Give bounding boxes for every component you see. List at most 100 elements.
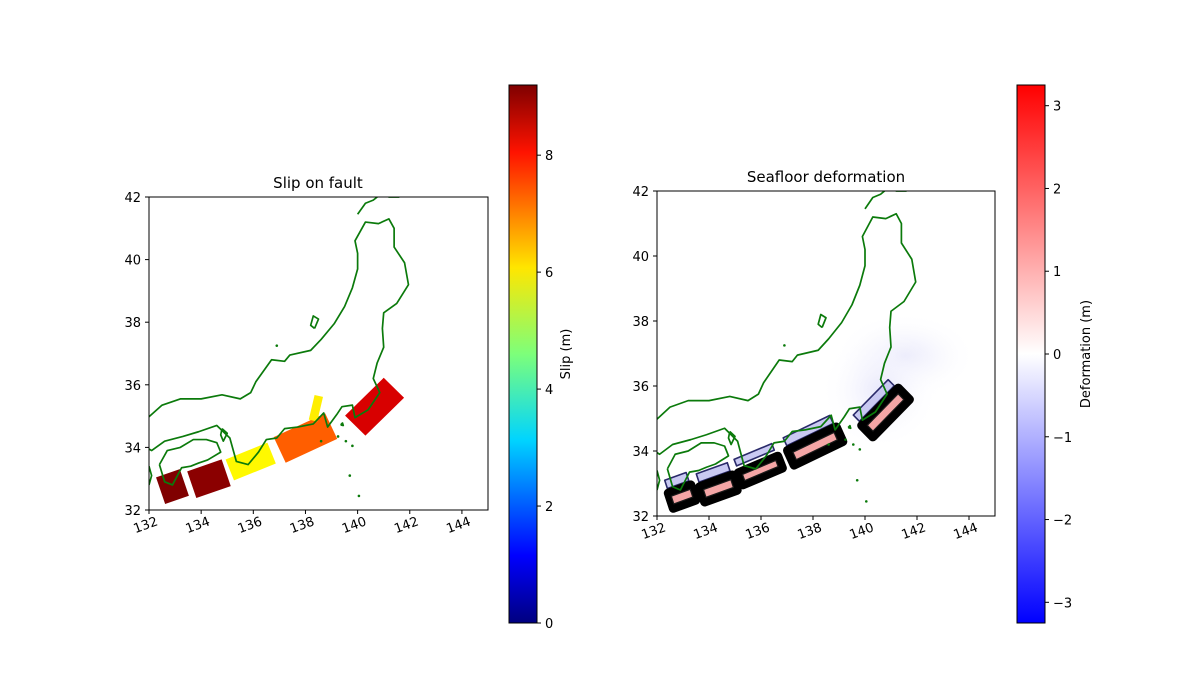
- island-dot: [852, 443, 855, 446]
- slip-colorbar-tick-label: 0: [545, 617, 553, 632]
- coastline-segment: [657, 470, 661, 491]
- subfault-patch: [273, 413, 338, 463]
- slip-colorbar-gradient: [508, 84, 538, 624]
- deformation-field: [657, 191, 977, 513]
- slip-y-tick-label: 34: [124, 441, 141, 456]
- slip-panel-frame: [148, 196, 489, 511]
- deformation-x-tick-label: 144: [952, 520, 980, 543]
- deformation-y-tick-label: 42: [632, 185, 649, 200]
- island-dot: [344, 439, 348, 443]
- deformation-colorbar-tick-label: −3: [1053, 596, 1072, 611]
- subsidence-contour: [695, 461, 731, 483]
- slip-y-tick-label: 38: [124, 316, 141, 331]
- uplift-core: [670, 488, 694, 505]
- subsidence-contour: [782, 414, 835, 447]
- coastline-segment: [657, 212, 917, 470]
- island-dot: [336, 435, 340, 438]
- subsidence-contour: [852, 378, 896, 423]
- island-dot: [855, 478, 859, 482]
- deformation-panel-title: Seafloor deformation: [747, 168, 905, 186]
- uplift-core: [792, 431, 838, 461]
- slip-panel: Slip on fault 132 134 136 138 140 142 144 3234…: [124, 174, 489, 537]
- coastline-segment: [309, 315, 320, 330]
- island-dot: [827, 443, 830, 446]
- deformation-colorbar: −3 −2 −1 0 1 2 3 Deformation (m): [1016, 84, 1094, 624]
- island-dot: [357, 494, 361, 498]
- coastline-segment: [847, 424, 852, 430]
- coastline: [657, 191, 917, 503]
- coastline-segment: [149, 465, 153, 486]
- slip-x-tick-label: 134: [184, 514, 212, 537]
- coastline-segment: [356, 197, 400, 215]
- deformation-x-tick-label: 142: [900, 520, 928, 543]
- deformation-y-tick-label: 38: [632, 315, 649, 330]
- coastline-segment: [666, 442, 730, 491]
- subfault-patch: [156, 469, 189, 504]
- slip-x-ticks: 132 134 136 138 140 142 144: [132, 510, 473, 537]
- slip-y-tick-label: 36: [124, 379, 141, 394]
- deformation-colorbar-tick-label: 0: [1053, 348, 1061, 363]
- slip-x-tick-label: 140: [340, 514, 368, 537]
- deformation-colorbar-tick-label: 3: [1053, 100, 1061, 115]
- slip-y-tick-label: 32: [124, 504, 141, 519]
- slip-y-tick-label: 42: [124, 191, 141, 206]
- deformation-y-tick-label: 36: [632, 380, 649, 395]
- deformation-colorbar-tick-label: 1: [1053, 265, 1061, 280]
- deformation-y-tick-label: 40: [632, 250, 649, 265]
- deformation-colorbar-gradient: [1016, 84, 1046, 624]
- deformation-x-tick-label: 140: [848, 520, 876, 543]
- slip-colorbar-label: Slip (m): [559, 329, 574, 380]
- coastline-segment: [340, 422, 345, 427]
- slip-x-tick-label: 138: [288, 514, 316, 537]
- deformation-y-ticks: 32 34 36 38 40 42: [632, 185, 657, 525]
- subfault-patch: [345, 377, 405, 436]
- slip-x-tick-label: 136: [236, 514, 264, 537]
- island-dot: [319, 439, 323, 443]
- deformation-colorbar-tick-label: −2: [1053, 514, 1072, 529]
- deformation-panel: Seafloor deformation 132 134 136 138 140 142 1…: [632, 168, 996, 543]
- slip-colorbar-tick-label: 6: [545, 266, 553, 281]
- subfault-patch: [187, 459, 231, 498]
- uplift-core: [702, 479, 735, 498]
- slip-panel-title: Slip on fault: [273, 174, 363, 192]
- slip-colorbar: 0 2 4 6 8 Slip (m): [508, 84, 574, 632]
- coastline-segment: [158, 438, 222, 486]
- island-dot: [844, 438, 847, 441]
- subfault-patch: [308, 394, 324, 422]
- island-dot: [351, 444, 354, 448]
- coastline-segment: [727, 430, 736, 446]
- coastline-segment: [864, 191, 907, 210]
- deformation-colorbar-tick-label: −1: [1053, 431, 1072, 446]
- deformation-contours: [663, 378, 914, 513]
- slip-x-tick-label: 142: [392, 514, 420, 537]
- slip-y-tick-label: 40: [124, 254, 141, 269]
- deformation-x-tick-label: 138: [796, 520, 824, 543]
- deformation-panel-frame: [656, 190, 996, 517]
- subfault-patches: [156, 377, 405, 504]
- slip-colorbar-ticks: 0 2 4 6 8: [537, 149, 553, 632]
- coastline-segment: [817, 313, 827, 329]
- deformation-y-tick-label: 32: [632, 510, 649, 525]
- coastline-segment: [149, 218, 410, 466]
- slip-colorbar-tick-label: 2: [545, 500, 553, 515]
- deformation-colorbar-tick-label: 2: [1053, 182, 1061, 197]
- coastline-segment: [219, 427, 229, 442]
- coastline: [149, 197, 410, 498]
- deformation-x-tick-label: 134: [692, 520, 720, 543]
- island-dot: [858, 448, 862, 451]
- deformation-y-tick-label: 34: [632, 445, 649, 460]
- island-dot: [865, 500, 868, 503]
- deformation-colorbar-label: Deformation (m): [1079, 300, 1094, 408]
- slip-colorbar-tick-label: 8: [545, 149, 553, 164]
- island-dot: [348, 474, 352, 477]
- uplift-core: [866, 393, 905, 432]
- deformation-x-tick-label: 136: [744, 520, 772, 543]
- uplift-core: [741, 459, 779, 482]
- slip-colorbar-tick-label: 4: [545, 383, 553, 398]
- deformation-colorbar-ticks: −3 −2 −1 0 1 2 3: [1045, 100, 1072, 611]
- slip-x-tick-label: 144: [444, 514, 472, 537]
- island-dot: [275, 344, 279, 347]
- deformation-x-ticks: 132 134 136 138 140 142 144: [640, 516, 980, 543]
- island-dot: [783, 344, 786, 347]
